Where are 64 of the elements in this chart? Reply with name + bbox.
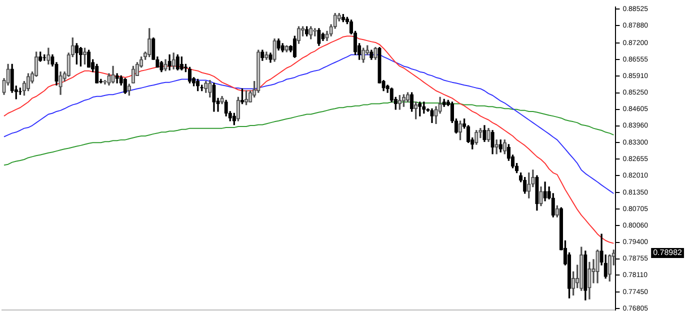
candlestick: [208, 80, 212, 98]
candlestick: [224, 100, 228, 116]
candlestick: [309, 26, 313, 40]
candlestick: [292, 36, 297, 58]
candlestick: [176, 54, 180, 70]
candlestick: [188, 66, 192, 84]
candlestick: [305, 26, 309, 36]
candlestick: [103, 80, 107, 84]
candlestick: [26, 73, 30, 92]
candlestick: [244, 90, 248, 106]
candlestick: [115, 73, 119, 84]
candlestick: [180, 56, 184, 70]
candlestick: [418, 102, 422, 116]
candlestick: [535, 175, 539, 211]
candlestick: [608, 254, 612, 282]
candlestick: [527, 172, 531, 198]
candlestick: [588, 262, 592, 300]
candlestick: [58, 72, 62, 95]
candlestick: [10, 64, 14, 93]
candlestick: [584, 250, 588, 300]
candlestick: [370, 50, 374, 60]
candlestick: [486, 128, 490, 142]
candlestick: [494, 139, 498, 154]
candlestick: [148, 28, 152, 58]
candlestick: [272, 38, 276, 62]
candlestick: [296, 26, 301, 44]
candlestick: [498, 139, 502, 152]
candlestick: [123, 78, 127, 94]
candlestick: [256, 50, 260, 93]
candlestick: [341, 14, 345, 22]
candlestick: [442, 98, 446, 107]
candlestick: [164, 59, 168, 72]
candlestick: [268, 52, 272, 63]
candlestick: [390, 88, 394, 102]
candlestick: [232, 112, 236, 126]
candlestick: [152, 38, 156, 60]
candlestick: [580, 246, 584, 291]
text: 0.78982: [653, 248, 683, 258]
candlestick: [220, 96, 224, 104]
candlestick: [74, 43, 79, 65]
candlestick: [131, 66, 136, 84]
candlestick: [366, 45, 370, 56]
candlestick: [212, 82, 216, 112]
candlestick: [168, 54, 172, 70]
candlestick: [160, 61, 164, 72]
candlestick: [482, 125, 486, 142]
candlestick: [264, 52, 268, 60]
candlestick: [539, 186, 543, 206]
candlestick: [111, 66, 115, 84]
candlestick: [46, 48, 50, 65]
candlestick: [82, 48, 87, 65]
candlestick: [260, 50, 264, 61]
candlestick: [321, 32, 325, 42]
candlestick: [127, 84, 132, 96]
candlestick: [523, 177, 527, 194]
candlestick: [95, 64, 99, 84]
candlestick: [317, 28, 321, 46]
candlestick: [86, 50, 91, 68]
candlestick: [276, 38, 280, 50]
candlestick: [490, 130, 494, 154]
candlestick: [374, 46, 378, 60]
candlestick: [596, 250, 600, 284]
candlestick: [531, 170, 535, 188]
candlestick: [555, 205, 559, 218]
